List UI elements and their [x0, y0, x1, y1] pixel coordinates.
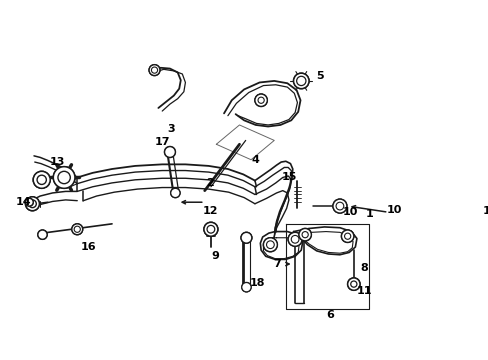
Text: 1: 1 [482, 207, 488, 216]
Circle shape [332, 199, 346, 213]
Text: 1: 1 [365, 209, 372, 219]
Circle shape [37, 175, 46, 184]
Circle shape [206, 225, 214, 233]
Circle shape [53, 167, 75, 188]
Text: 12: 12 [202, 207, 218, 216]
Text: 4: 4 [250, 155, 258, 165]
Circle shape [347, 278, 359, 290]
Circle shape [241, 232, 251, 243]
Circle shape [293, 73, 308, 89]
Circle shape [53, 167, 75, 188]
Circle shape [241, 283, 250, 292]
Circle shape [263, 238, 277, 252]
Circle shape [332, 199, 346, 213]
Circle shape [38, 230, 47, 239]
Circle shape [266, 241, 274, 248]
Text: 15: 15 [282, 172, 297, 183]
Text: 13: 13 [49, 157, 65, 167]
Circle shape [33, 171, 50, 188]
Circle shape [72, 224, 82, 235]
Circle shape [350, 281, 356, 287]
Circle shape [344, 233, 350, 239]
Text: 10: 10 [386, 205, 401, 215]
Circle shape [291, 235, 298, 243]
Circle shape [335, 202, 343, 210]
Circle shape [203, 222, 218, 236]
Circle shape [151, 67, 157, 73]
Circle shape [25, 197, 40, 211]
Text: 7: 7 [273, 259, 281, 269]
Circle shape [38, 230, 47, 239]
Text: 6: 6 [325, 310, 333, 320]
Circle shape [298, 229, 311, 241]
Text: 8: 8 [360, 263, 368, 273]
Circle shape [149, 65, 160, 76]
Text: 18: 18 [249, 278, 264, 288]
Circle shape [203, 222, 218, 236]
Circle shape [241, 283, 250, 292]
Circle shape [25, 198, 33, 206]
Circle shape [298, 229, 311, 241]
Circle shape [58, 171, 70, 184]
Circle shape [72, 224, 82, 235]
Text: 14: 14 [15, 197, 31, 207]
Circle shape [341, 230, 353, 242]
Circle shape [74, 226, 80, 232]
Circle shape [341, 230, 353, 242]
Circle shape [296, 76, 305, 86]
Text: 11: 11 [356, 286, 372, 296]
Circle shape [287, 232, 302, 246]
Circle shape [25, 197, 40, 211]
Circle shape [302, 231, 307, 238]
Circle shape [149, 65, 160, 76]
Text: 5: 5 [315, 71, 323, 81]
Circle shape [28, 200, 36, 208]
Circle shape [25, 198, 33, 206]
Circle shape [33, 171, 50, 188]
Circle shape [258, 97, 264, 103]
Circle shape [287, 232, 302, 246]
Circle shape [164, 147, 175, 157]
Text: 10: 10 [342, 207, 357, 217]
Text: 3: 3 [167, 124, 175, 134]
Text: 2: 2 [206, 178, 214, 188]
Circle shape [347, 278, 359, 290]
Circle shape [293, 73, 308, 89]
Text: 16: 16 [81, 242, 97, 252]
Circle shape [254, 94, 267, 107]
Circle shape [263, 238, 277, 252]
Text: 17: 17 [154, 137, 170, 147]
Circle shape [254, 94, 267, 107]
Circle shape [170, 188, 180, 198]
Text: 9: 9 [211, 251, 219, 261]
Circle shape [170, 188, 180, 198]
Circle shape [241, 232, 251, 243]
Circle shape [164, 147, 175, 157]
